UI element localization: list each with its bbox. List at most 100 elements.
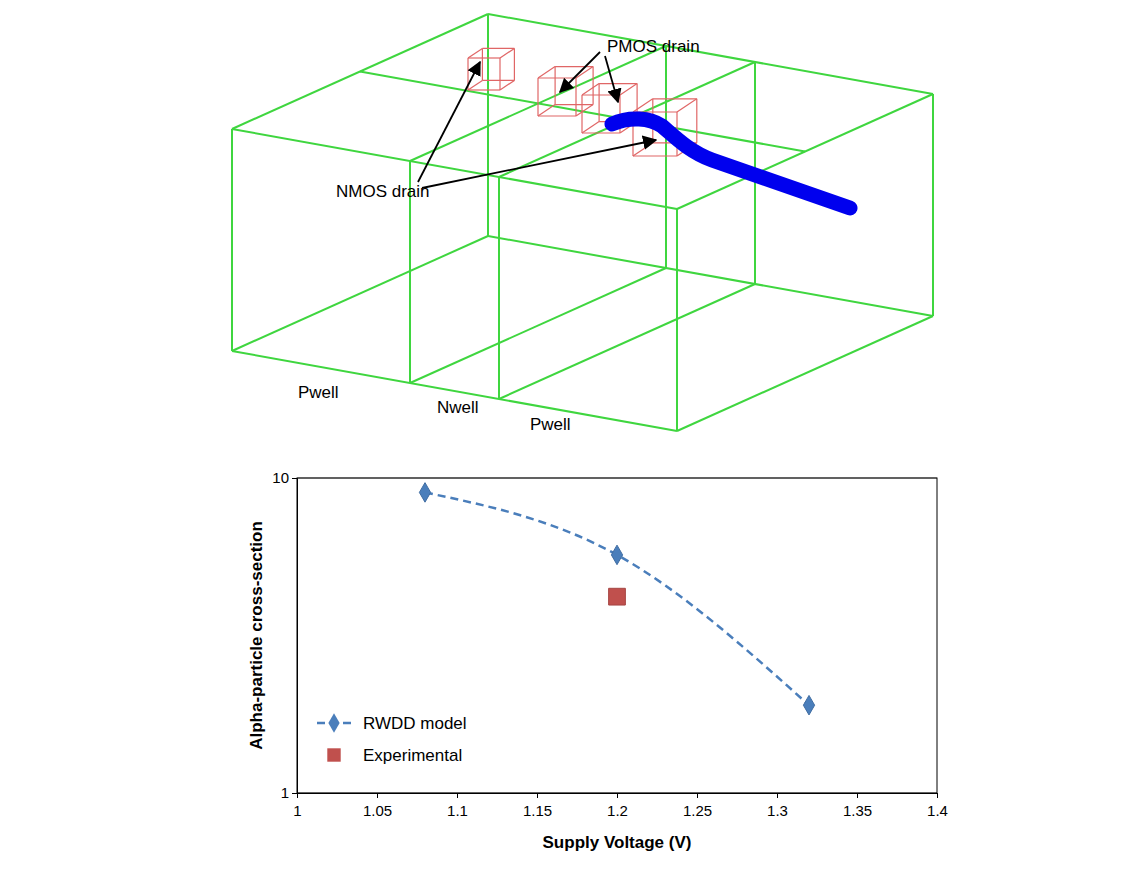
- drain-cube-edge: [500, 48, 514, 58]
- drain-cube-edge: [482, 48, 514, 49]
- x-tick: 1.15: [523, 793, 552, 819]
- plot-frame: [297, 478, 937, 793]
- y-tick: 10: [272, 469, 297, 486]
- y-tick-label: 1: [281, 784, 289, 801]
- diagram-label: Pwell: [298, 383, 339, 402]
- diagram-label: NMOS drain: [336, 182, 430, 201]
- drain-cube-edge: [538, 105, 555, 116]
- x-tick-mark: [457, 793, 458, 798]
- x-tick-label: 1.4: [927, 802, 948, 819]
- x-tick-mark: [617, 793, 618, 798]
- drain-cube-edge: [514, 48, 515, 80]
- series-marker: [609, 588, 626, 605]
- well-box-edge: [932, 94, 934, 316]
- x-axis-line: [298, 794, 938, 799]
- device-diagram: PMOS drainNMOS drainPwellNwellPwell: [232, 14, 933, 434]
- drain-cube-edge: [482, 80, 514, 81]
- figure: PMOS drainNMOS drainPwellNwellPwell11.05…: [0, 0, 1145, 870]
- drain-cube-edge: [620, 84, 637, 95]
- x-tick-label: 1.05: [363, 802, 392, 819]
- x-tick-mark: [857, 793, 858, 798]
- y-axis-title: Alpha-particle cross-section: [247, 521, 266, 750]
- drain-cube-edge: [696, 99, 697, 143]
- well-divider: [498, 177, 500, 399]
- x-axis: 1 1.05 1.1 1.15 1.2 1.25 1.3 1.35 1.4: [293, 793, 948, 819]
- well-divider: [665, 46, 667, 268]
- legend-item: Experimental: [327, 746, 462, 765]
- drain-cube-edge: [582, 84, 599, 95]
- drain-cube-edge: [575, 78, 576, 116]
- x-tick: 1: [293, 793, 301, 819]
- x-tick-label: 1.3: [767, 802, 788, 819]
- x-tick-label: 1.15: [523, 802, 552, 819]
- legend-label: RWDD model: [363, 714, 467, 733]
- well-divider: [499, 284, 755, 399]
- well-divider: [360, 72, 805, 152]
- legend-item: RWDD model: [317, 713, 467, 733]
- x-tick-mark: [777, 793, 778, 798]
- drain-cube-edge: [592, 67, 593, 105]
- legend-marker: [328, 713, 339, 733]
- annotation-arrow: [422, 140, 656, 188]
- x-tick: 1.1: [447, 793, 468, 819]
- x-tick: 1.2: [607, 793, 628, 819]
- x-tick-label: 1.1: [447, 802, 468, 819]
- drain-cube-edge: [468, 57, 500, 58]
- y-axis: 1 10: [272, 469, 297, 801]
- drain-cube-edge: [581, 95, 582, 133]
- drain-cube-edge: [468, 48, 482, 58]
- drain-cube-edge: [538, 67, 555, 78]
- series-line: [425, 492, 809, 705]
- drain-cube-edge: [633, 155, 677, 156]
- legend-marker: [327, 748, 340, 761]
- drain-cube-edge: [538, 77, 576, 78]
- diagram-label: PMOS drain: [607, 37, 700, 56]
- well-box-edge: [677, 316, 933, 431]
- series-marker: [611, 545, 622, 565]
- annotation-arrow: [605, 56, 618, 102]
- drain-cube-edge: [555, 104, 593, 105]
- x-tick: 1.35: [843, 793, 872, 819]
- y-tick-mark: [292, 478, 297, 479]
- x-tick-label: 1.25: [683, 802, 712, 819]
- x-tick-mark: [937, 793, 938, 798]
- y-tick-label: 10: [272, 469, 289, 486]
- x-tick-label: 1.2: [607, 802, 628, 819]
- legend: RWDD model Experimental: [317, 713, 467, 765]
- drain-cube-edge: [537, 78, 538, 116]
- legend-label: Experimental: [363, 746, 462, 765]
- x-tick-label: 1: [293, 802, 301, 819]
- diagram-label: Pwell: [530, 415, 571, 434]
- x-tick: 1.4: [927, 793, 948, 819]
- drain-cube-edge: [599, 83, 637, 84]
- x-tick-label: 1.35: [843, 802, 872, 819]
- drain-cube-edge: [482, 48, 483, 80]
- y-tick-mark: [292, 793, 297, 794]
- drain-cube-edge: [499, 58, 500, 90]
- drain-cube-edge: [576, 105, 593, 116]
- grid: [297, 478, 937, 793]
- drain-cube-edge: [500, 80, 514, 90]
- series-marker: [419, 483, 430, 503]
- chart: 1 1.05 1.1 1.15 1.2 1.25 1.3 1.35 1.4 1 10 Supply V…: [247, 469, 948, 852]
- drain-cube-edge: [598, 84, 599, 122]
- drain-cube-edge: [582, 132, 620, 133]
- annotation-arrow: [418, 62, 480, 182]
- drain-cube-edge: [633, 99, 653, 112]
- drain-cube-edge: [554, 67, 555, 105]
- particle-track: [612, 119, 850, 208]
- drain-cube-edge: [468, 89, 500, 90]
- well-box-edge: [231, 129, 233, 351]
- plot-marks: [419, 483, 814, 715]
- y-tick: 1: [281, 784, 297, 801]
- drain-cube-edge: [582, 94, 620, 95]
- drain-cube-edge: [582, 122, 599, 133]
- drain-cube-edge: [555, 66, 593, 67]
- x-tick: 1.05: [363, 793, 392, 819]
- x-tick-mark: [537, 793, 538, 798]
- x-axis-title: Supply Voltage (V): [543, 833, 692, 852]
- x-tick: 1.25: [683, 793, 712, 819]
- drain-cube-edge: [653, 98, 697, 99]
- x-tick: 1.3: [767, 793, 788, 819]
- y-axis-line: [292, 479, 298, 794]
